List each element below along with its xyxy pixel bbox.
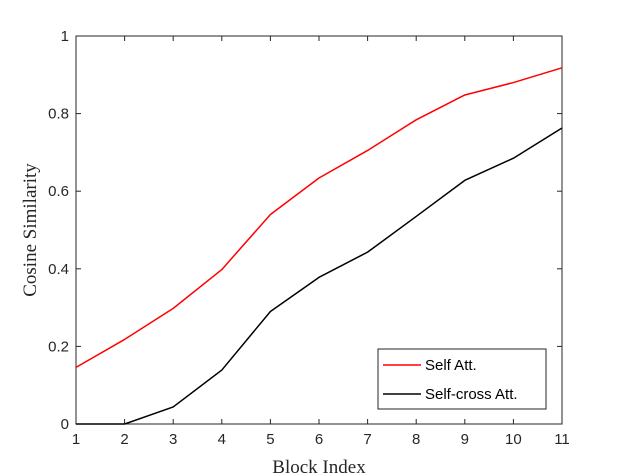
legend: Self Att. Self-cross Att. [377, 348, 547, 410]
x-axis-title: Block Index [272, 457, 366, 476]
x-tick-label: 9 [461, 431, 469, 448]
x-tick-label: 8 [412, 431, 420, 448]
x-tick-label: 5 [266, 431, 274, 448]
series-layer [75, 67, 563, 425]
x-axis: 1 2 3 4 5 6 7 8 9 10 11 [72, 36, 570, 448]
x-tick-label: 2 [120, 431, 128, 448]
series-line-self-cross-att [76, 127, 563, 425]
legend-box [377, 348, 547, 410]
x-tick-label: 4 [218, 431, 226, 448]
series-line-self-att [75, 67, 563, 369]
x-tick-label: 10 [505, 431, 522, 448]
legend-label-self-cross-att: Self-cross Att. [425, 386, 518, 403]
x-tick-label: 3 [169, 431, 177, 448]
y-axis: 0 0.2 0.4 0.6 0.8 1 [48, 28, 562, 433]
y-tick-label: 0.2 [48, 338, 69, 355]
x-tick-label: 6 [315, 431, 323, 448]
y-tick-label: 0 [61, 416, 69, 433]
y-tick-label: 0.4 [48, 261, 69, 278]
y-tick-label: 1 [61, 28, 69, 45]
y-tick-label: 0.8 [48, 106, 69, 123]
x-tick-label: 11 [554, 431, 570, 448]
y-axis-title: Cosine Similarity [20, 163, 41, 297]
x-tick-label: 1 [72, 431, 80, 448]
legend-label-self-att: Self Att. [425, 357, 477, 374]
x-tick-label: 7 [363, 431, 371, 448]
y-tick-label: 0.6 [48, 183, 69, 200]
